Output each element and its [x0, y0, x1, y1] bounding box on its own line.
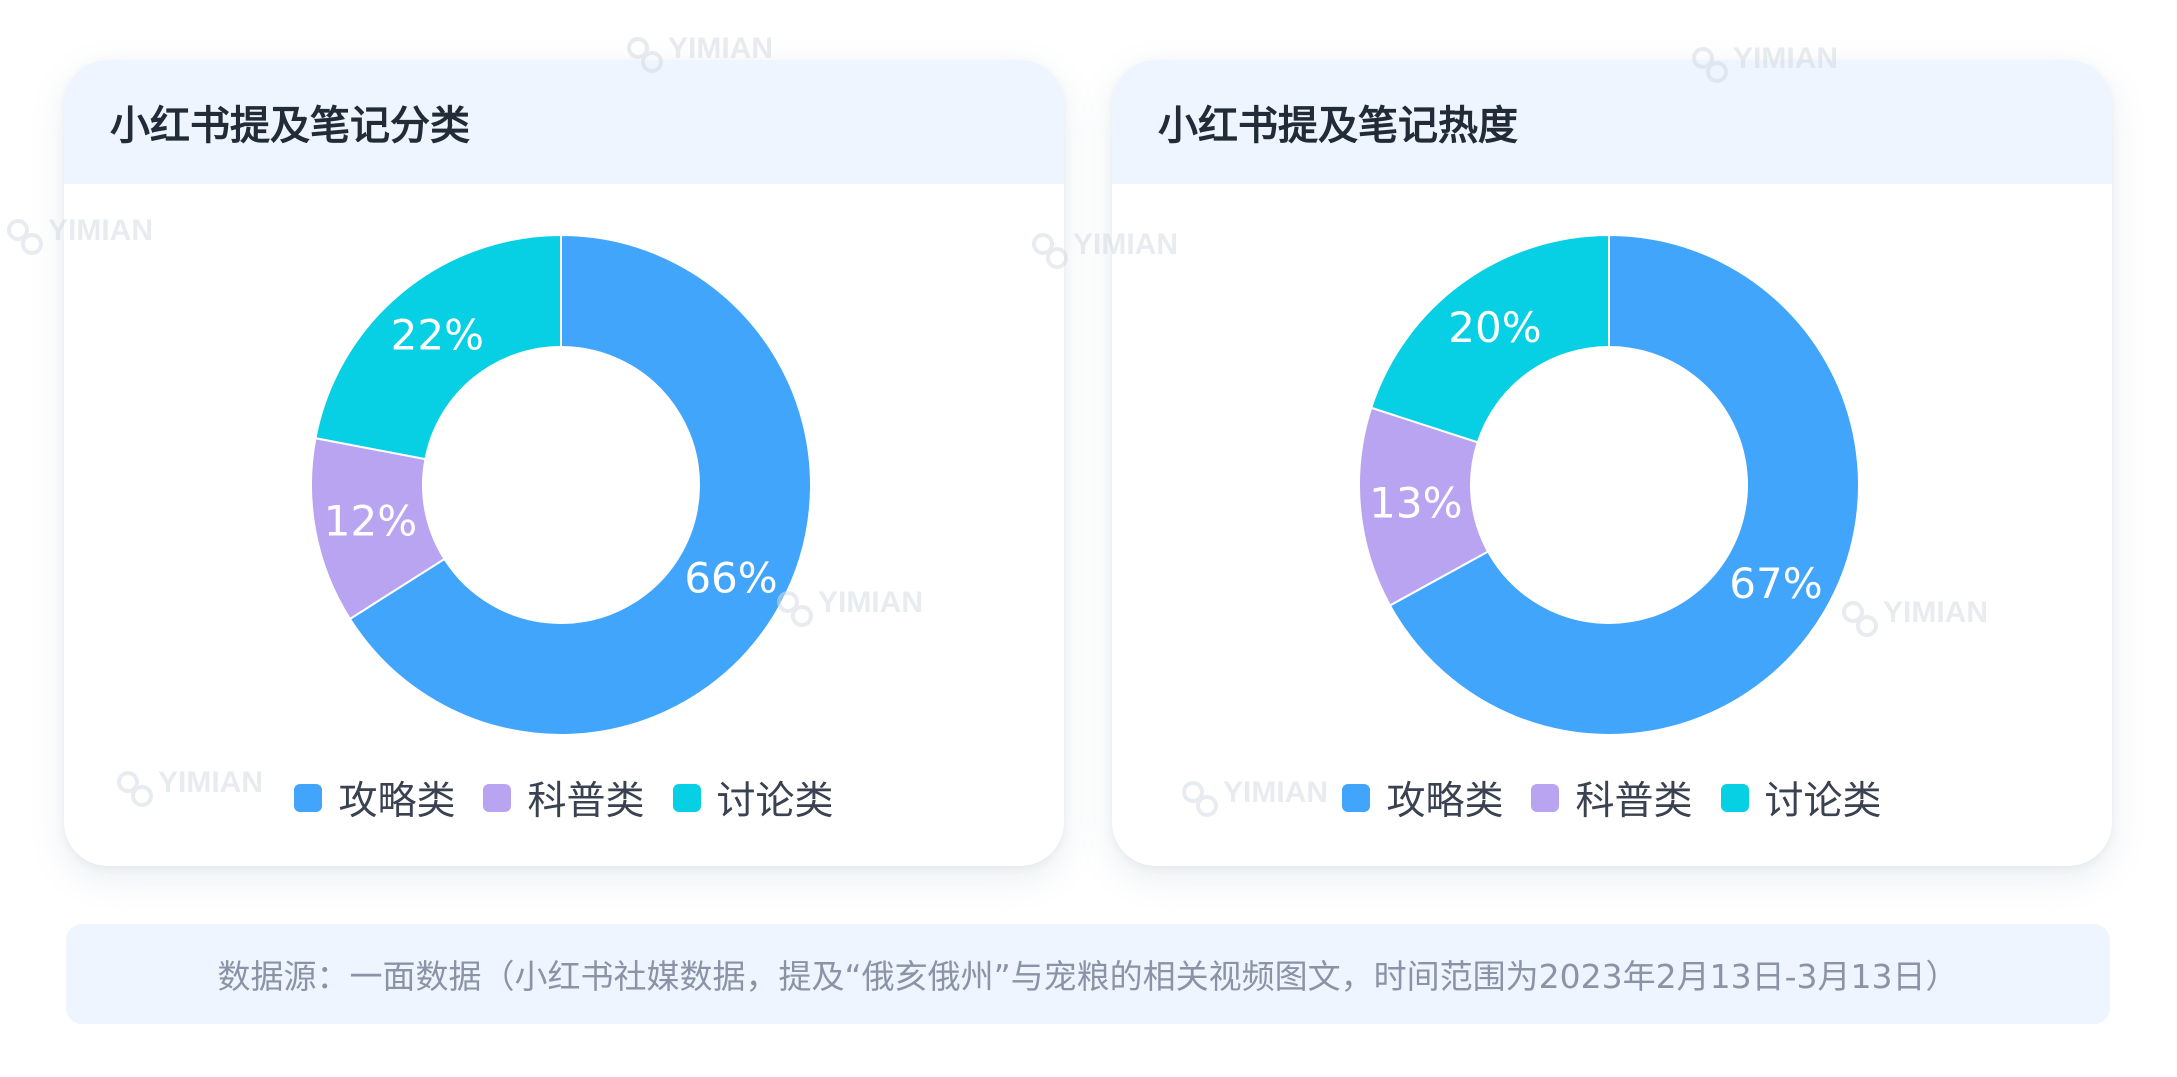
legend-label: 科普类: [1575, 779, 1693, 824]
legend-swatch-strategy: [1342, 784, 1371, 812]
legend-item-science[interactable]: 科普类: [1531, 770, 1693, 826]
slice-value-label: 66%: [684, 553, 777, 602]
slice-value-label: 20%: [1448, 303, 1541, 352]
slice-value-label: 12%: [324, 496, 417, 545]
slice-discussion[interactable]: [1369, 233, 1610, 444]
slice-strategy[interactable]: [1388, 233, 1860, 736]
legend-swatch-science: [483, 784, 512, 812]
card-header: 小红书提及笔记热度: [1112, 60, 2112, 184]
legend-item-discussion[interactable]: 讨论类: [672, 770, 834, 826]
legend-item-discussion[interactable]: 讨论类: [1720, 770, 1882, 826]
legend-label: 讨论类: [716, 779, 834, 824]
card-header: 小红书提及笔记分类: [64, 60, 1064, 184]
legend-swatch-discussion: [672, 784, 701, 812]
slice-value-label: 22%: [391, 311, 484, 360]
donut-chart-category: 66% 12% 22%: [310, 233, 812, 736]
legend-label: 攻略类: [338, 779, 456, 824]
legend-label: 讨论类: [1764, 779, 1882, 824]
legend-swatch-discussion: [1720, 784, 1749, 812]
slice-strategy[interactable]: [348, 233, 812, 736]
data-source-bar: 数据源：一面数据（小红书社媒数据，提及“俄亥俄州”与宠粮的相关视频图文，时间范围…: [66, 924, 2110, 1024]
slice-value-label: 13%: [1369, 478, 1462, 527]
slice-discussion[interactable]: [314, 233, 562, 461]
data-source-text: 数据源：一面数据（小红书社媒数据，提及“俄亥俄州”与宠粮的相关视频图文，时间范围…: [217, 957, 1959, 996]
legend-item-strategy[interactable]: 攻略类: [1342, 770, 1503, 826]
legend-item-science[interactable]: 科普类: [483, 770, 645, 826]
donut-chart-popularity: 67% 13% 20%: [1358, 233, 1860, 736]
legend-swatch-strategy: [294, 784, 323, 812]
legend-item-strategy[interactable]: 攻略类: [294, 770, 455, 826]
chart-title: 小红书提及笔记热度: [1158, 103, 1518, 149]
chart-legend: 攻略类 科普类 讨论类: [64, 770, 1064, 826]
slice-value-label: 67%: [1729, 559, 1822, 608]
chart-card-popularity: 小红书提及笔记热度 67% 13% 20% 攻略类 科普类 讨论类: [1112, 60, 2112, 866]
legend-swatch-science: [1531, 784, 1560, 812]
chart-legend: 攻略类 科普类 讨论类: [1112, 770, 2112, 826]
legend-label: 科普类: [527, 779, 645, 824]
legend-label: 攻略类: [1386, 779, 1504, 824]
chart-title: 小红书提及笔记分类: [110, 103, 470, 149]
chart-card-category: 小红书提及笔记分类 66% 12% 22% 攻略类 科普类 讨论类: [64, 60, 1064, 866]
